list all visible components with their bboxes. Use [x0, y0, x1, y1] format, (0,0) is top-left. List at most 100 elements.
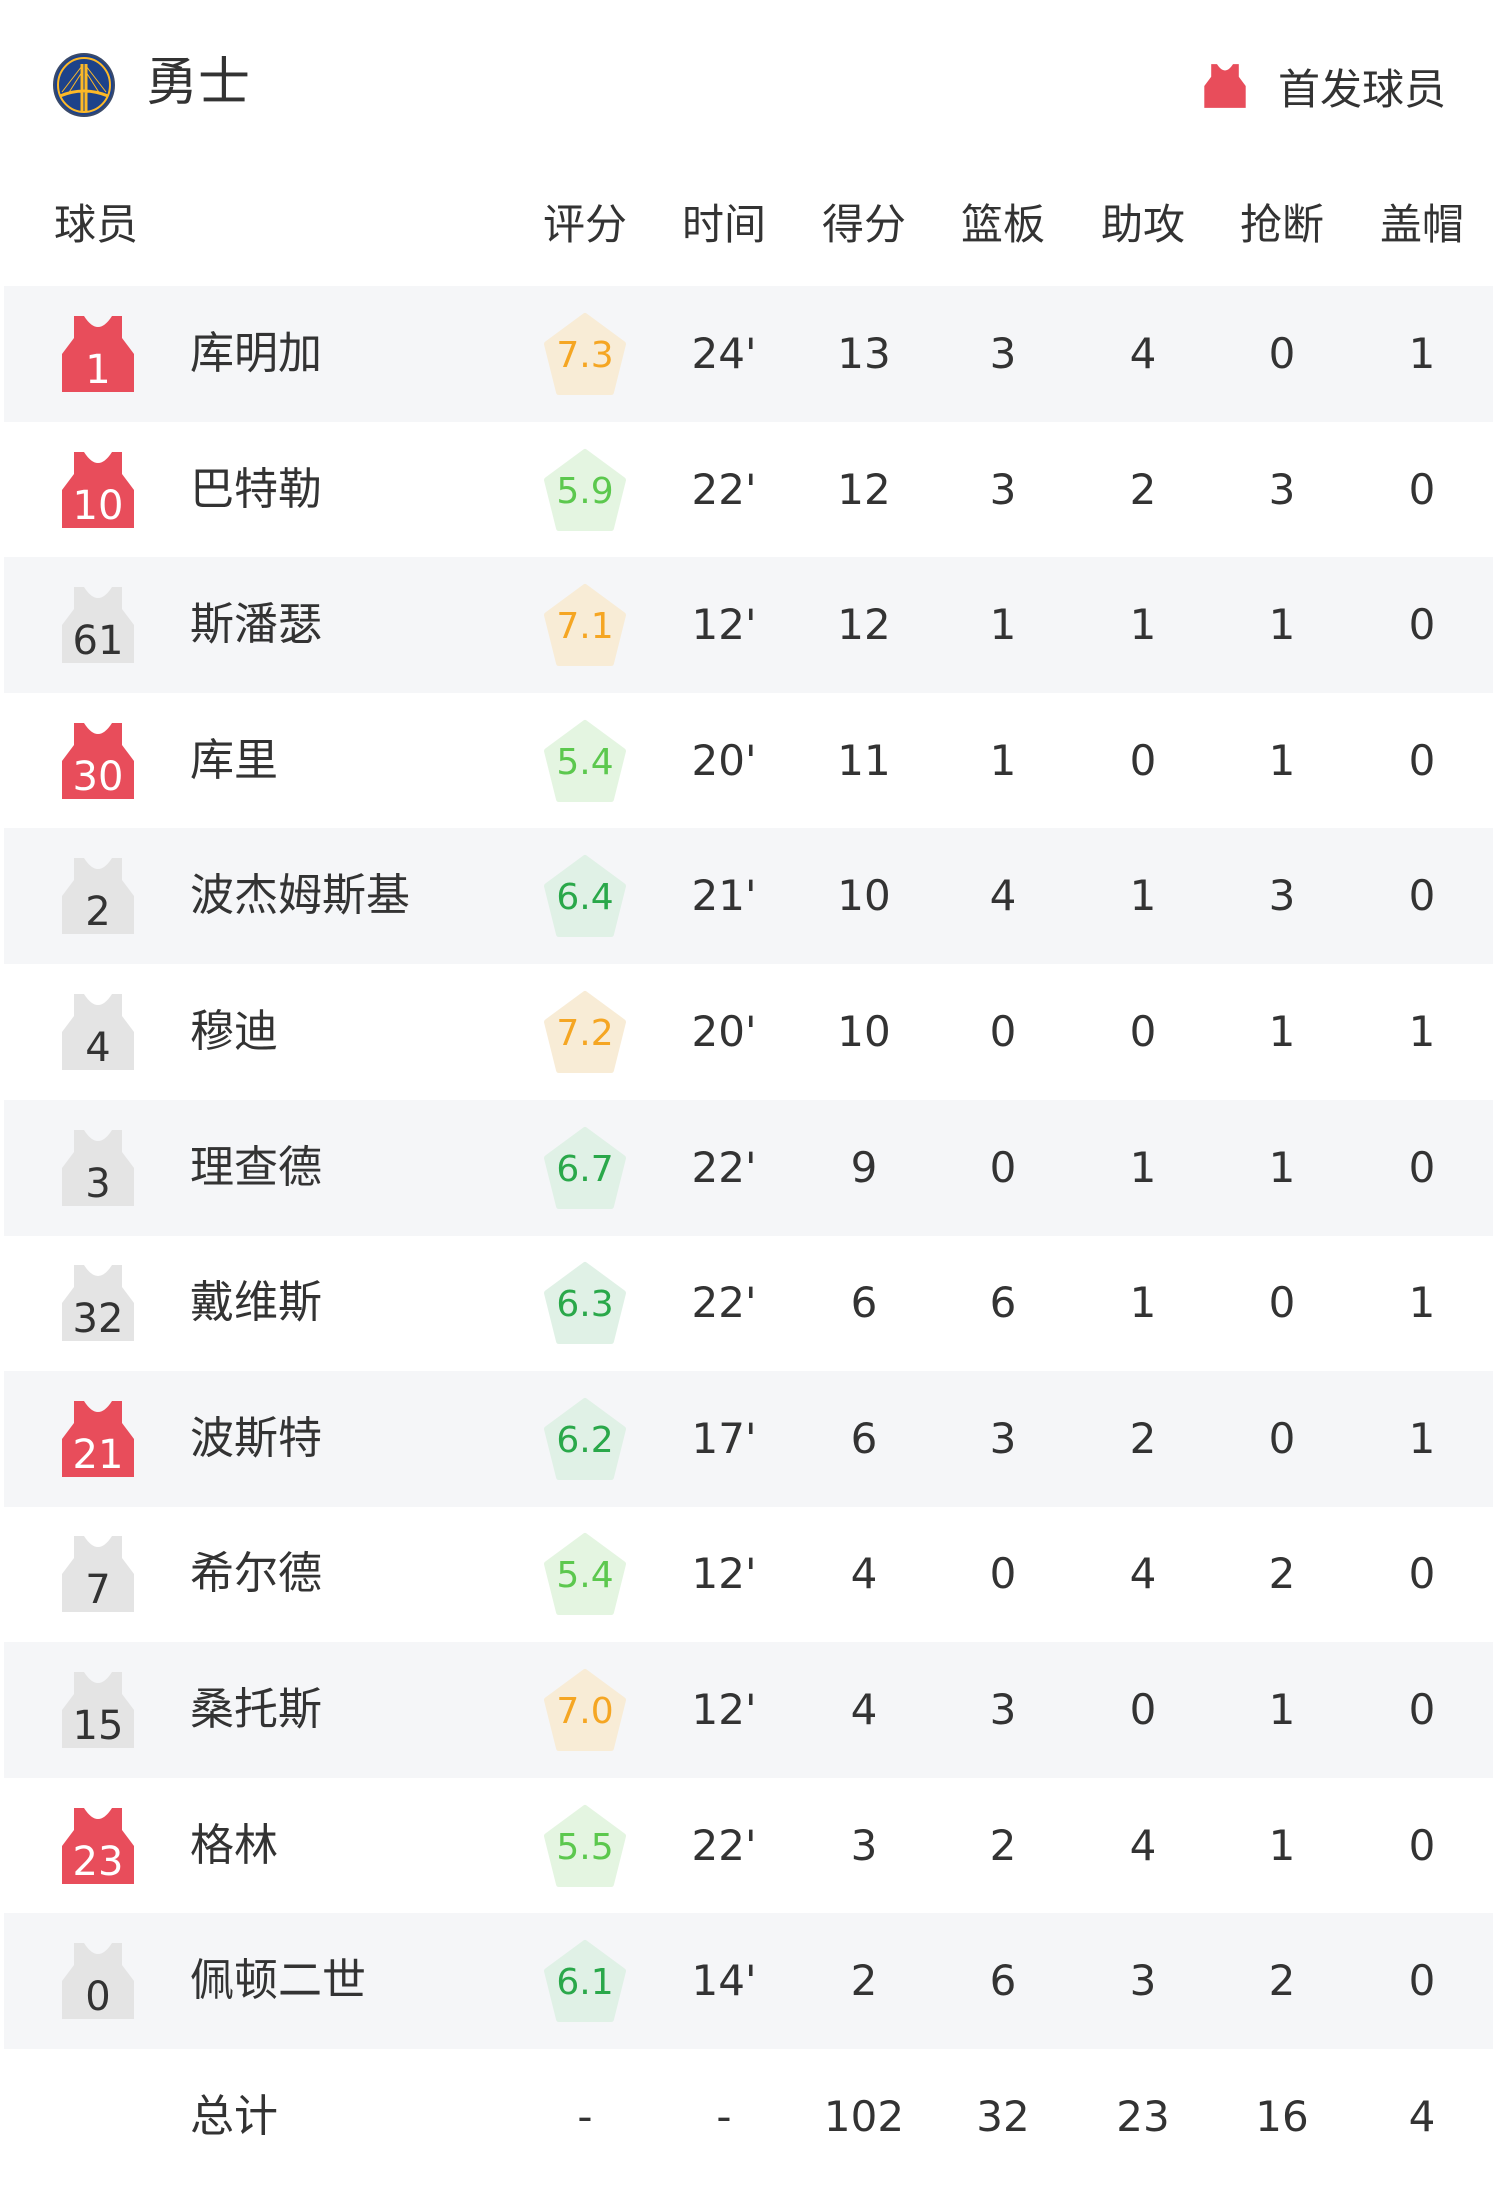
column-steals: 抢断: [1239, 200, 1325, 249]
stat-time: 22': [691, 464, 757, 514]
stat-pts: 13: [837, 329, 891, 378]
player-row[interactable]: 15 桑托斯 7.0 12' 4 3 0 1 0: [4, 1642, 1493, 1778]
stat-reb: 6: [989, 1956, 1017, 2006]
stat-pts: 12: [837, 600, 891, 650]
stat-blk: 0: [1408, 600, 1436, 650]
stat-ast: 3: [1129, 1956, 1157, 2006]
stat-ast: 1: [1129, 1278, 1157, 1328]
player-row[interactable]: 23 格林 5.5 22' 3 2 4 1 0: [4, 1778, 1493, 1914]
stat-time: 17': [691, 1413, 757, 1463]
jersey-icon: 30: [60, 721, 136, 801]
player-row[interactable]: 10 巴特勒 5.9 22' 12 3 2 3 0: [4, 422, 1493, 558]
jersey-number: 0: [85, 1974, 111, 2021]
jersey-icon: 3: [60, 1128, 136, 1208]
stat-stl: 0: [1268, 329, 1296, 378]
player-name[interactable]: 库明加: [190, 328, 322, 379]
jersey-number: 61: [72, 618, 124, 665]
player-name[interactable]: 佩顿二世: [190, 1955, 366, 2007]
stat-time: 14': [691, 1956, 757, 2006]
column-player: 球员: [54, 200, 139, 249]
stat-time: 12': [691, 600, 757, 650]
player-name[interactable]: 理查德: [190, 1141, 322, 1193]
player-row[interactable]: 1 库明加 7.3 24' 13 3 4 0 1: [4, 286, 1493, 422]
player-name[interactable]: 桑托斯: [190, 1684, 322, 1735]
player-name[interactable]: 波斯特: [190, 1412, 322, 1464]
jersey-icon: 4: [60, 992, 136, 1072]
starter-legend: 首发球员: [1202, 56, 1446, 116]
jersey-icon: 10: [60, 450, 136, 530]
stat-ast: 1: [1129, 1142, 1157, 1192]
player-name[interactable]: 波杰姆斯基: [190, 870, 410, 922]
stat-stl: 1: [1268, 1142, 1296, 1192]
column-rebounds: 篮板: [960, 200, 1046, 249]
stat-pts: 2: [850, 1956, 878, 2006]
rating-badge: 6.1: [543, 1939, 627, 2023]
stat-blk: 0: [1408, 1142, 1436, 1192]
jersey-icon: 2: [60, 856, 136, 936]
jersey-icon: 61: [60, 585, 136, 665]
player-name[interactable]: 库里: [190, 734, 278, 786]
jersey-number: 4: [85, 1025, 111, 1071]
stat-ast: 0: [1129, 735, 1157, 785]
player-row[interactable]: 21 波斯特 6.2 17' 6 3 2 0 1: [4, 1370, 1493, 1507]
player-row[interactable]: 30 库里 5.4 20' 11 1 0 1 0: [4, 693, 1493, 829]
player-row[interactable]: 32 戴维斯 6.3 22' 6 6 1 0 1: [4, 1235, 1493, 1371]
stat-stl: 3: [1268, 464, 1296, 514]
stat-blk: 0: [1408, 1549, 1436, 1599]
stat-blk: 0: [1408, 1956, 1436, 2006]
stat-ast: 0: [1129, 1007, 1157, 1056]
stat-time: 20': [691, 735, 757, 785]
player-name[interactable]: 穆迪: [190, 1006, 278, 1057]
rating-value: 5.4: [556, 741, 614, 783]
stat-stl: 0: [1268, 1413, 1296, 1463]
stat-ast: 1: [1129, 871, 1157, 921]
stat-blk: 1: [1408, 1278, 1436, 1328]
player-name[interactable]: 戴维斯: [190, 1277, 322, 1329]
totals-time: -: [716, 2091, 732, 2141]
player-row[interactable]: 7 希尔德 5.4 12' 4 0 4 2 0: [4, 1506, 1493, 1642]
stat-pts: 11: [837, 735, 891, 785]
player-name[interactable]: 斯潘瑟: [190, 599, 322, 651]
player-name[interactable]: 格林: [190, 1819, 278, 1871]
rating-badge: 7.3: [543, 312, 627, 396]
rating-value: 7.3: [556, 335, 614, 376]
stat-reb: 6: [989, 1278, 1017, 1328]
jersey-number: 21: [72, 1431, 124, 1478]
jersey-number: 1: [85, 347, 111, 393]
player-row[interactable]: 2 波杰姆斯基 6.4 21' 10 4 1 3 0: [4, 828, 1493, 965]
rating-value: 6.4: [556, 877, 614, 919]
player-row[interactable]: 0 佩顿二世 6.1 14' 2 6 3 2 0: [4, 1913, 1493, 2050]
stat-stl: 1: [1268, 1820, 1296, 1870]
rating-value: 5.5: [556, 1826, 614, 1868]
jersey-number: 32: [72, 1296, 124, 1343]
stat-pts: 4: [850, 1549, 878, 1599]
jersey-icon: 7: [60, 1534, 136, 1614]
stat-pts: 10: [837, 1007, 891, 1056]
player-row[interactable]: 4 穆迪 7.2 20' 10 0 0 1 1: [4, 964, 1493, 1100]
stat-pts: 10: [837, 871, 891, 921]
totals-row: 总计 - - 102 32 23 16 4: [4, 2049, 1493, 2185]
column-points: 得分: [821, 200, 907, 249]
stat-time: 22': [691, 1142, 757, 1192]
stat-stl: 1: [1268, 600, 1296, 650]
player-row[interactable]: 61 斯潘瑟 7.1 12' 12 1 1 1 0: [4, 557, 1493, 694]
player-name[interactable]: 希尔德: [190, 1548, 322, 1600]
rating-badge: 7.0: [543, 1668, 627, 1752]
stat-blk: 1: [1408, 329, 1436, 378]
starter-legend-label: 首发球员: [1277, 64, 1446, 114]
stat-reb: 3: [989, 329, 1017, 378]
totals-ast: 23: [1116, 2091, 1170, 2141]
column-assists: 助攻: [1100, 200, 1186, 249]
stat-blk: 0: [1408, 1685, 1436, 1734]
rating-badge: 6.4: [543, 854, 627, 938]
stat-time: 12': [691, 1549, 757, 1599]
rating-value: 7.1: [556, 606, 614, 648]
jersey-icon: 15: [60, 1670, 136, 1750]
totals-pts: 102: [823, 2091, 905, 2141]
rating-badge: 5.4: [543, 719, 627, 803]
jersey-icon: 0: [60, 1941, 136, 2021]
stat-time: 22': [691, 1820, 757, 1870]
player-name[interactable]: 巴特勒: [190, 463, 322, 515]
stat-ast: 2: [1129, 464, 1157, 514]
player-row[interactable]: 3 理查德 6.7 22' 9 0 1 1 0: [4, 1099, 1493, 1236]
